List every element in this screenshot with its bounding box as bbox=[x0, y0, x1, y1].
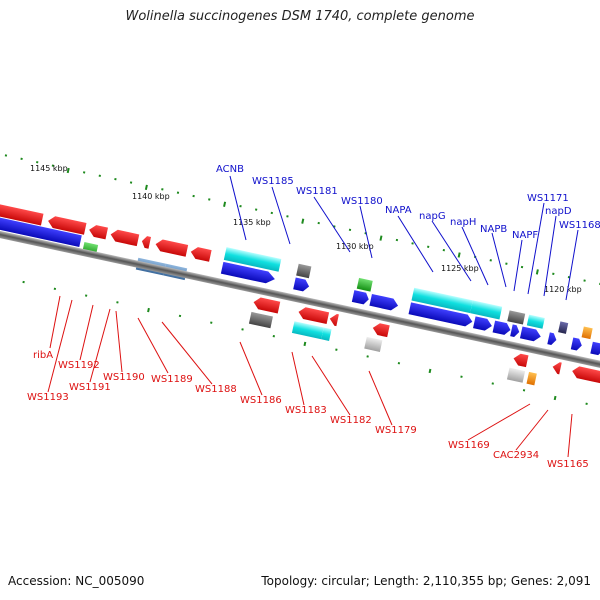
gene-ws1192-feature[interactable] bbox=[88, 224, 109, 240]
gene-label-ws1193[interactable]: WS1193 bbox=[27, 392, 69, 403]
forward-strand-features bbox=[223, 247, 593, 340]
gene-label-riba[interactable]: ribA bbox=[33, 350, 53, 361]
gene-ws1168-arrow[interactable] bbox=[590, 341, 600, 356]
gene-ws1179-feature[interactable] bbox=[364, 336, 383, 352]
gene-label-ws1188[interactable]: WS1188 bbox=[195, 384, 237, 395]
gene-cac2934-feature[interactable] bbox=[526, 371, 537, 386]
gene-ws1165-arrow[interactable] bbox=[551, 361, 562, 375]
map-title: Wolinella succinogenes DSM 1740, complet… bbox=[125, 9, 475, 24]
gene-label-napd[interactable]: napD bbox=[545, 206, 572, 217]
gene-label-ws1190[interactable]: WS1190 bbox=[103, 372, 145, 383]
gene-label-ws1171[interactable]: WS1171 bbox=[527, 193, 569, 204]
bottom-gene-labels bbox=[47, 295, 573, 458]
gene-label-napf[interactable]: NAPF bbox=[512, 230, 538, 241]
gene-riba-feature[interactable] bbox=[47, 215, 87, 235]
gene-label-ws1191[interactable]: WS1191 bbox=[69, 382, 111, 393]
kbp-tick-label: 1145 kbp bbox=[30, 164, 68, 173]
reverse-strand-features bbox=[248, 296, 600, 386]
gene-ws1189-feature[interactable] bbox=[154, 238, 189, 257]
gene-ws1180-arrow[interactable] bbox=[369, 293, 399, 312]
gene-ws1183-feature[interactable] bbox=[291, 321, 324, 340]
genome-backbone bbox=[0, 220, 600, 384]
genome-strip bbox=[0, 154, 600, 405]
gene-label-ws1192[interactable]: WS1192 bbox=[58, 360, 100, 371]
gene-ws1191-feature[interactable] bbox=[109, 229, 140, 247]
gene-label-ws1181[interactable]: WS1181 bbox=[296, 186, 338, 197]
gene-ws1186-feature[interactable] bbox=[248, 311, 273, 329]
gene-label-napg[interactable]: napG bbox=[419, 211, 446, 222]
lower-tick-track bbox=[22, 280, 588, 405]
gene-label-ws1165[interactable]: WS1165 bbox=[547, 459, 589, 470]
gene-napb-feature[interactable] bbox=[507, 310, 526, 325]
gene-label-ws1182[interactable]: WS1182 bbox=[330, 415, 372, 426]
kbp-tick-label: 1120 kbp bbox=[544, 285, 582, 294]
gene-right-red-arrow[interactable] bbox=[571, 365, 600, 384]
gene-left-blue-block[interactable] bbox=[0, 211, 82, 248]
gene-acnb-arrow[interactable] bbox=[220, 261, 276, 285]
gene-napf-arrow[interactable] bbox=[519, 326, 542, 343]
kbp-tick-label: 1125 kbp bbox=[441, 264, 479, 273]
gene-ws1169-feature[interactable] bbox=[506, 367, 526, 383]
gene-ws1185-feature[interactable] bbox=[296, 263, 312, 279]
gene-ws1171-feature[interactable] bbox=[558, 321, 569, 334]
kbp-tick-label: 1130 kbp bbox=[336, 242, 374, 251]
gene-left-red-block[interactable] bbox=[0, 198, 44, 226]
kbp-tick-label: 1135 kbp bbox=[233, 218, 271, 227]
gene-label-ws1179[interactable]: WS1179 bbox=[375, 425, 417, 436]
top-gene-label-text: ACNB WS1185 WS1181 WS1180 NAPA napG napH… bbox=[216, 164, 600, 241]
gene-ws1183-arrow[interactable] bbox=[297, 306, 330, 325]
accession-text: Accession: NC_005090 bbox=[8, 574, 145, 588]
gene-label-ws1169[interactable]: WS1169 bbox=[448, 440, 490, 451]
kbp-tick-label: 1140 kbp bbox=[132, 192, 170, 201]
gene-label-ws1183[interactable]: WS1183 bbox=[285, 405, 327, 416]
gene-napb-arrow[interactable] bbox=[510, 324, 520, 337]
kbp-scale: 1145 kbp 1140 kbp 1135 kbp 1130 kbp 1125… bbox=[30, 164, 582, 294]
gene-label-ws1186[interactable]: WS1186 bbox=[240, 395, 282, 406]
gene-label-naph[interactable]: napH bbox=[450, 217, 476, 228]
gene-label-cac2934[interactable]: CAC2934 bbox=[493, 450, 539, 461]
gene-label-napa[interactable]: NAPA bbox=[385, 205, 412, 216]
gene-napg-arrow[interactable] bbox=[473, 316, 493, 332]
gene-label-ws1180[interactable]: WS1180 bbox=[341, 196, 383, 207]
gene-ws1185-arrow[interactable] bbox=[293, 277, 310, 292]
forward-arrows bbox=[220, 261, 600, 356]
gene-naph-arrow[interactable] bbox=[492, 320, 512, 336]
gene-ws1190-feature[interactable] bbox=[141, 235, 152, 249]
gene-ws1169-arrow[interactable] bbox=[512, 352, 529, 368]
bottom-gene-label-text: ribA WS1193 WS1192 WS1191 WS1190 WS1189 … bbox=[27, 350, 589, 470]
topology-text: Topology: circular; Length: 2,110,355 bp… bbox=[261, 574, 591, 588]
gene-ws1182-arrow[interactable] bbox=[329, 313, 339, 327]
gene-napa-arrow[interactable] bbox=[408, 302, 474, 327]
gene-ws1168-feature[interactable] bbox=[581, 326, 593, 340]
gene-ws1171-arrow[interactable] bbox=[547, 332, 557, 345]
gene-ws1181-feature[interactable] bbox=[356, 277, 373, 292]
gene-ws1188-feature[interactable] bbox=[190, 246, 212, 262]
gene-acnb-feature[interactable] bbox=[223, 247, 282, 272]
gene-label-ws1185[interactable]: WS1185 bbox=[252, 176, 294, 187]
gene-napd-arrow[interactable] bbox=[570, 337, 583, 351]
gene-label-acnb[interactable]: ACNB bbox=[216, 164, 244, 175]
gene-napf-feature[interactable] bbox=[526, 314, 545, 329]
gene-ws1182-feature[interactable] bbox=[321, 327, 332, 341]
gene-label-ws1168[interactable]: WS1168 bbox=[559, 220, 600, 231]
gene-ws1186-arrow[interactable] bbox=[252, 296, 281, 314]
top-gene-labels bbox=[229, 175, 579, 301]
gene-label-ws1189[interactable]: WS1189 bbox=[151, 374, 193, 385]
gene-napa-feature[interactable] bbox=[411, 287, 473, 314]
gene-ws1181-arrow[interactable] bbox=[351, 290, 370, 305]
gene-label-napb[interactable]: NAPB bbox=[480, 224, 507, 235]
gene-ws1179-arrow[interactable] bbox=[372, 322, 390, 338]
gene-napg-feature[interactable] bbox=[470, 300, 503, 320]
